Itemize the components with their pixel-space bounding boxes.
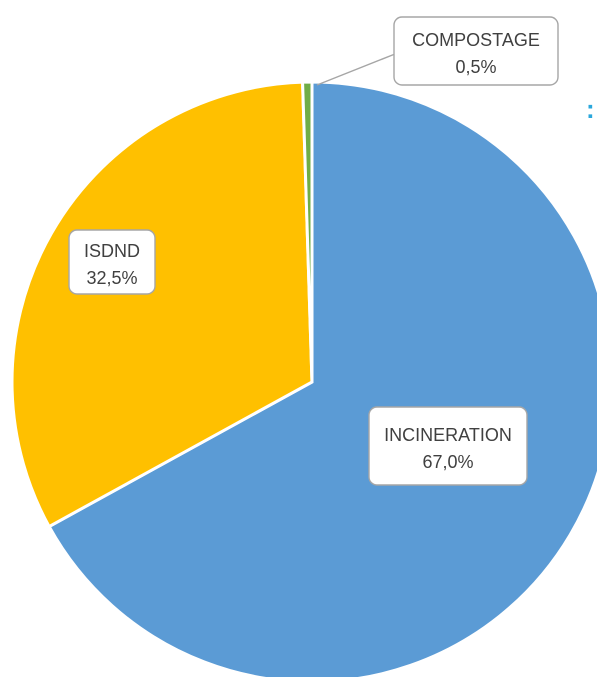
leader-line-compostage [316,53,396,86]
cropped-colon-text: : [586,94,595,124]
data-label-box [68,229,156,295]
data-label-incineration: INCINERATION 67,0% [368,406,528,486]
data-label-value: 32,5% [86,268,137,288]
data-label-box [393,16,559,86]
data-label-compostage: COMPOSTAGE 0,5% [393,16,559,86]
pie-slice-isdnd [10,80,314,529]
pie-slice-compostage [301,80,314,383]
pie-slice-incineration [47,80,597,677]
pie-slices [10,80,597,677]
data-label-category: INCINERATION [384,425,512,445]
leader-lines [316,53,396,86]
data-label-isdnd: ISDND 32,5% [68,229,156,295]
data-label-value: 67,0% [422,452,473,472]
data-label-value: 0,5% [455,57,496,77]
data-label-category: ISDND [84,241,140,261]
data-label-category: COMPOSTAGE [412,30,540,50]
data-label-box [368,406,528,486]
data-labels: INCINERATION 67,0% ISDND 32,5% COMPOSTAGE 0,5… [68,16,559,486]
